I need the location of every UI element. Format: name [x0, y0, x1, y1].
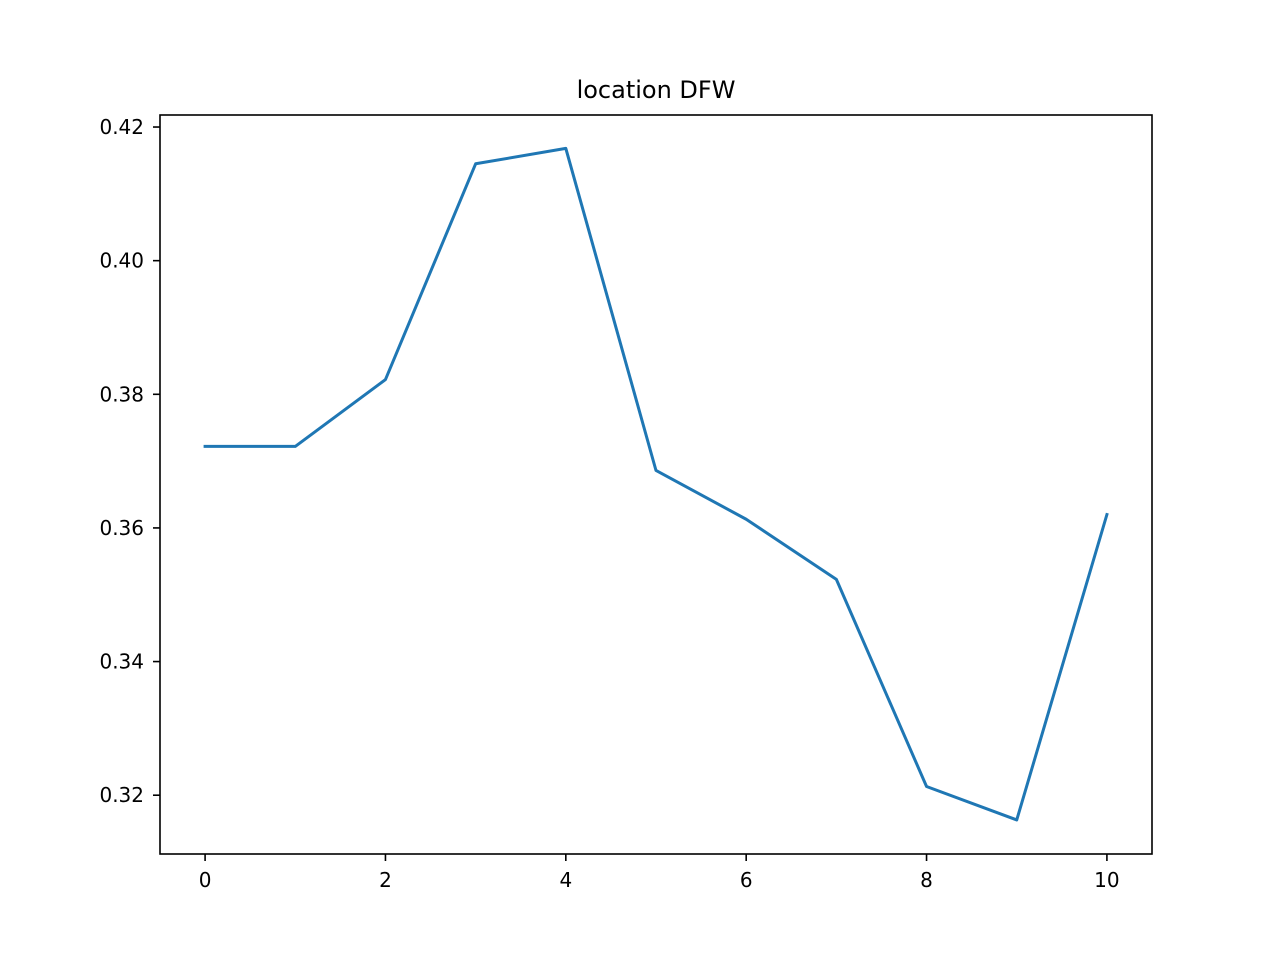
- x-tick-label: 10: [1094, 868, 1119, 892]
- y-tick-label: 0.40: [99, 249, 144, 273]
- y-tick-label: 0.42: [99, 115, 144, 139]
- x-tick-label: 0: [199, 868, 212, 892]
- y-tick-label: 0.32: [99, 783, 144, 807]
- x-axis: 0 2 4 6 8 10: [199, 854, 1120, 892]
- chart-title: location DFW: [577, 76, 736, 104]
- y-tick-label: 0.34: [99, 650, 144, 674]
- x-tick-label: 2: [379, 868, 392, 892]
- y-axis: 0.32 0.34 0.36 0.38 0.40 0.42: [99, 115, 160, 807]
- plot-area-frame: [159, 114, 1153, 855]
- y-tick-label: 0.38: [99, 382, 144, 406]
- series-line: [203, 146, 1109, 822]
- x-tick-label: 6: [740, 868, 753, 892]
- x-tick-label: 4: [559, 868, 572, 892]
- series-group: [203, 146, 1109, 822]
- x-tick-label: 8: [920, 868, 933, 892]
- y-tick-label: 0.36: [99, 516, 144, 540]
